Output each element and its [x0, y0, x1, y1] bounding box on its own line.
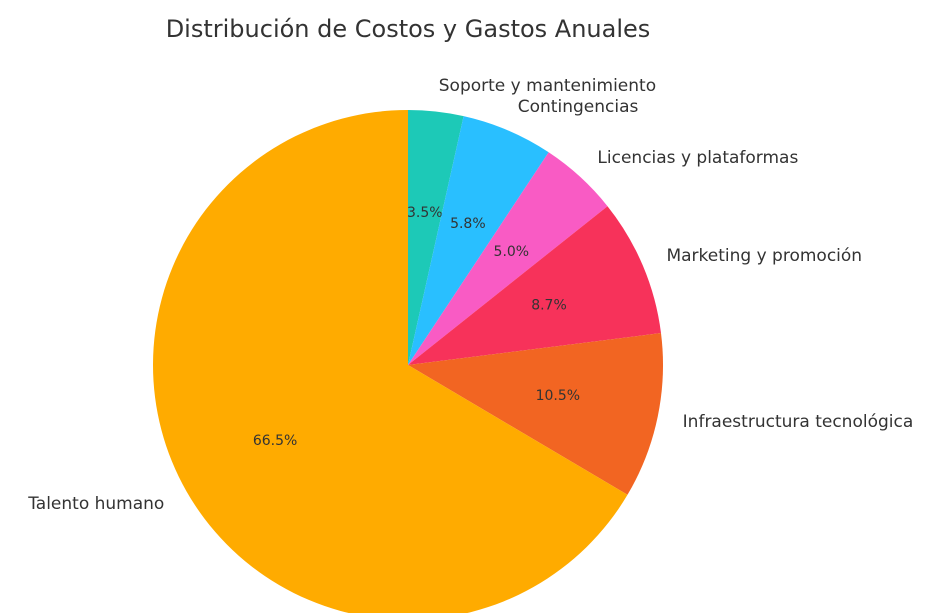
- value-label: 3.5%: [407, 205, 443, 221]
- pie-slice: [408, 206, 661, 365]
- value-label: 5.8%: [450, 216, 486, 232]
- value-label: 66.5%: [253, 433, 297, 449]
- slice-label: Marketing y promoción: [666, 246, 862, 266]
- slice-label: Soporte y mantenimiento: [439, 76, 656, 96]
- pie-slice: [408, 116, 549, 365]
- slice-label: Licencias y plataformas: [597, 148, 798, 168]
- pie-slice: [153, 110, 628, 613]
- value-label: 8.7%: [531, 298, 567, 314]
- slice-label: Talento humano: [27, 494, 164, 514]
- pie-slice: [408, 333, 664, 495]
- value-label: 5.0%: [494, 244, 530, 260]
- value-label: 10.5%: [536, 388, 580, 404]
- chart-title: Distribución de Costos y Gastos Anuales: [166, 15, 651, 43]
- pie-slice: [408, 110, 464, 365]
- slice-label: Contingencias: [518, 97, 639, 117]
- slice-label: Infraestructura tecnológica: [683, 412, 914, 432]
- pie-slice: [408, 152, 608, 365]
